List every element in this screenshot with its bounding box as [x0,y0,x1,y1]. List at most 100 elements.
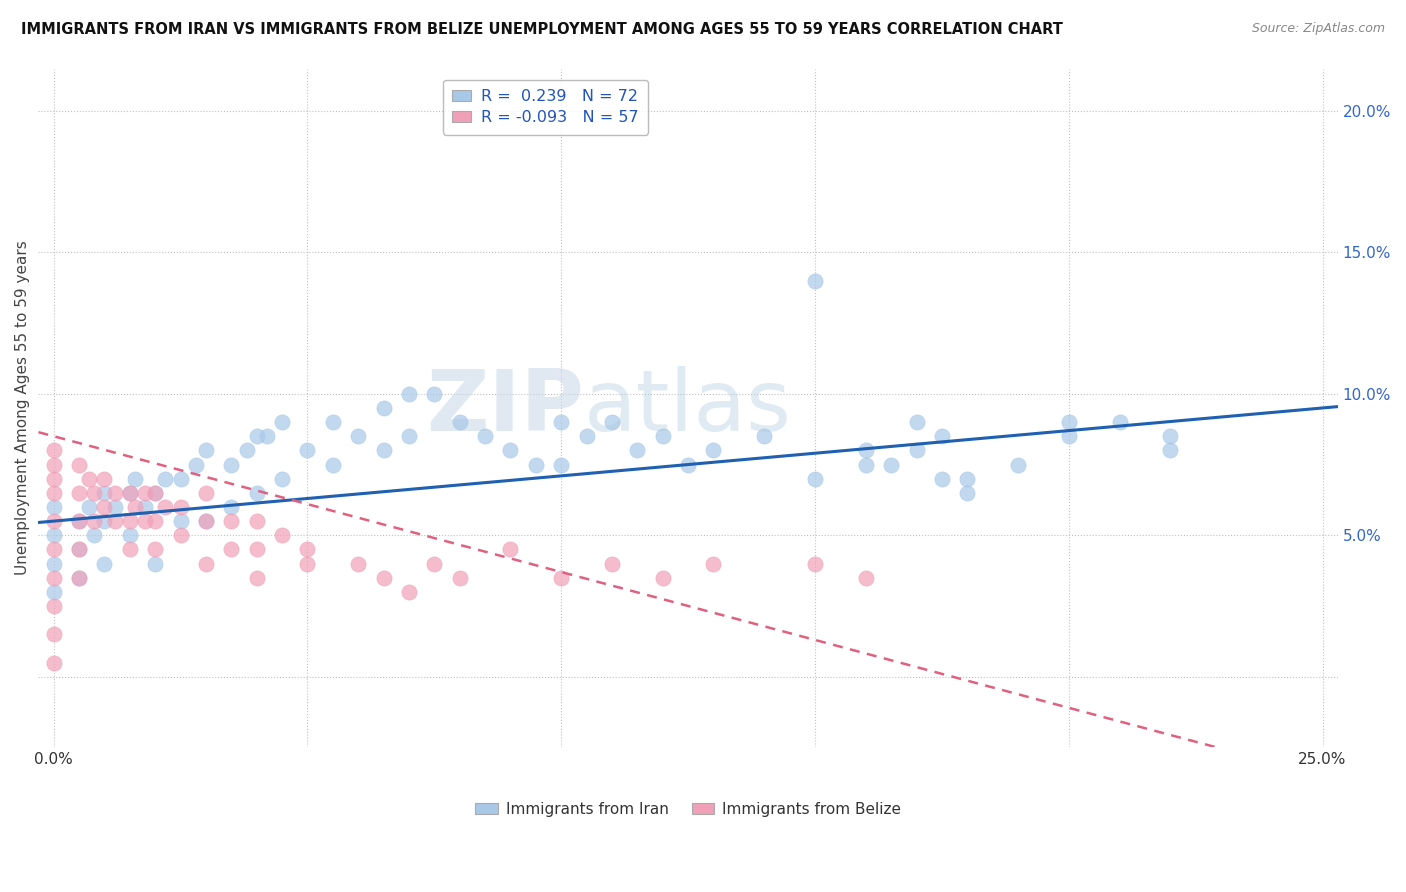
Point [221,542,243,557]
Point [956,472,979,486]
Point [600,415,623,429]
Point [373,401,395,415]
Point [855,458,877,472]
Point [42,584,65,599]
Point [931,429,953,443]
Point [499,443,522,458]
Point [169,528,191,542]
Point [42,656,65,670]
Point [134,485,156,500]
Point [246,485,269,500]
Point [550,458,572,472]
Point [398,387,420,401]
Point [118,542,141,557]
Point [42,500,65,514]
Point [297,542,319,557]
Point [651,429,673,443]
Point [67,571,90,585]
Point [124,472,146,486]
Point [1057,415,1080,429]
Point [271,472,294,486]
Point [322,415,344,429]
Point [550,571,572,585]
Point [143,485,166,500]
Point [143,557,166,571]
Point [398,584,420,599]
Point [42,514,65,528]
Point [956,485,979,500]
Point [373,571,395,585]
Point [754,429,776,443]
Point [423,387,446,401]
Point [550,415,572,429]
Point [118,528,141,542]
Point [155,472,177,486]
Point [373,443,395,458]
Point [855,443,877,458]
Point [246,429,269,443]
Point [67,514,90,528]
Point [194,514,217,528]
Y-axis label: Unemployment Among Ages 55 to 59 years: Unemployment Among Ages 55 to 59 years [15,241,30,575]
Point [246,542,269,557]
Point [1007,458,1029,472]
Point [804,472,827,486]
Point [626,443,648,458]
Point [246,571,269,585]
Point [347,557,370,571]
Point [676,458,699,472]
Point [42,528,65,542]
Point [423,557,446,571]
Point [67,542,90,557]
Point [143,485,166,500]
Point [67,458,90,472]
Point [600,557,623,571]
Point [271,415,294,429]
Point [104,500,127,514]
Point [169,500,191,514]
Point [931,472,953,486]
Point [143,542,166,557]
Point [235,443,257,458]
Point [118,485,141,500]
Point [194,485,217,500]
Point [880,458,903,472]
Point [155,500,177,514]
Point [67,485,90,500]
Point [194,557,217,571]
Point [1108,415,1130,429]
Point [124,500,146,514]
Point [134,500,156,514]
Point [449,415,471,429]
Point [905,415,928,429]
Point [93,500,115,514]
Point [169,472,191,486]
Point [42,627,65,641]
Point [134,514,156,528]
Point [221,514,243,528]
Text: atlas: atlas [583,367,792,450]
Point [194,443,217,458]
Point [1159,443,1181,458]
Point [855,571,877,585]
Point [194,514,217,528]
Point [67,514,90,528]
Point [67,571,90,585]
Point [575,429,598,443]
Point [143,514,166,528]
Point [83,485,105,500]
Point [804,557,827,571]
Point [221,500,243,514]
Point [1159,429,1181,443]
Point [256,429,278,443]
Point [169,514,191,528]
Point [322,458,344,472]
Point [42,571,65,585]
Point [93,557,115,571]
Point [347,429,370,443]
Point [702,557,724,571]
Point [93,472,115,486]
Point [905,443,928,458]
Point [271,528,294,542]
Point [118,485,141,500]
